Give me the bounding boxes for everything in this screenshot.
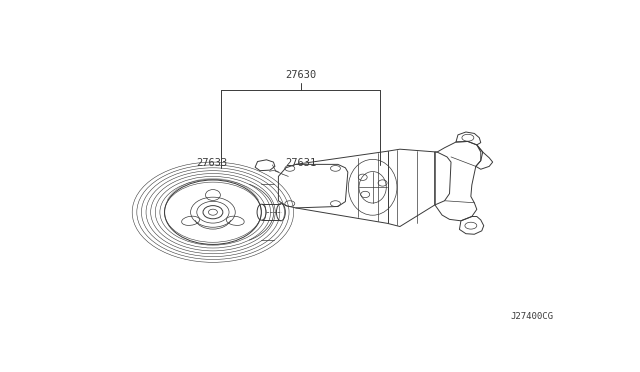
Text: J27400CG: J27400CG (511, 312, 554, 321)
Text: 27630: 27630 (285, 70, 316, 80)
Text: 27633: 27633 (196, 158, 227, 168)
Text: 27631: 27631 (285, 158, 316, 168)
